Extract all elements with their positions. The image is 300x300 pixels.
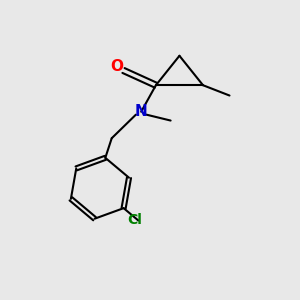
Text: O: O (110, 59, 124, 74)
Text: N: N (135, 104, 148, 119)
Text: Cl: Cl (127, 214, 142, 227)
